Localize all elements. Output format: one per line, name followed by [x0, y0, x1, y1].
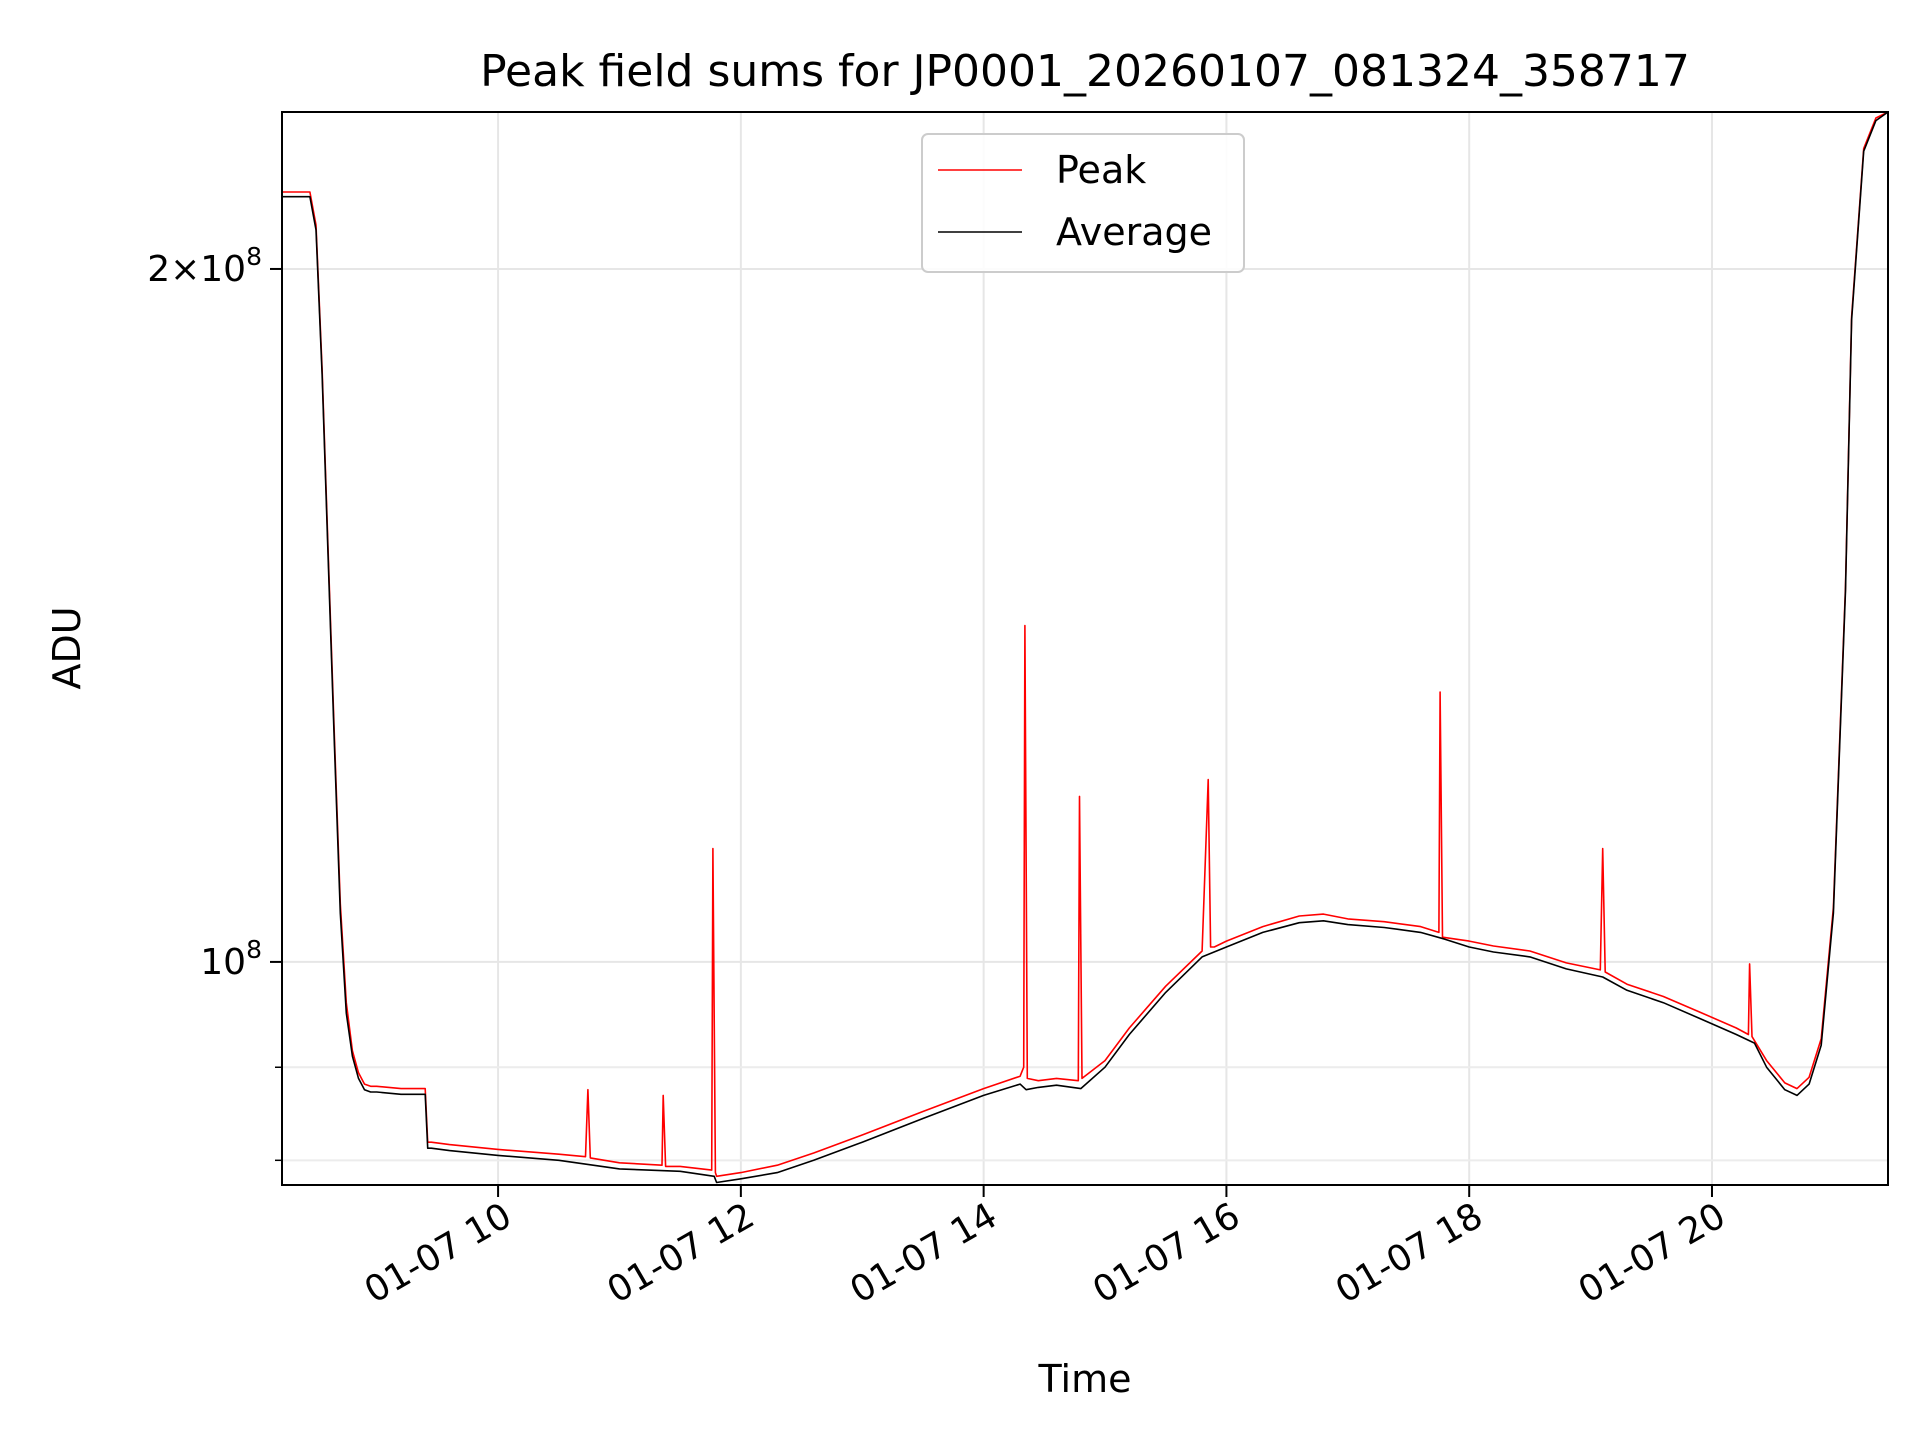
plot-area: [282, 112, 1888, 1184]
x-axis-label: Time: [1038, 1357, 1132, 1401]
y-tick-label-0: 108: [200, 935, 262, 983]
series-line-average: [282, 112, 1888, 1184]
legend-label-average: Average: [1056, 210, 1212, 254]
y-axis-label: ADU: [45, 606, 89, 689]
plot-frame: [281, 111, 1889, 1186]
y-axis-ticks: 108 2×108: [147, 242, 282, 1162]
series-layer: [282, 112, 1888, 1184]
chart-title: Peak field sums for JP0001_20260107_0813…: [480, 46, 1690, 97]
legend-box: [921, 133, 1245, 273]
legend-label-peak: Peak: [1056, 148, 1146, 192]
y-tick-label-1: 2×108: [147, 242, 262, 290]
legend: Peak Average: [921, 133, 1245, 273]
